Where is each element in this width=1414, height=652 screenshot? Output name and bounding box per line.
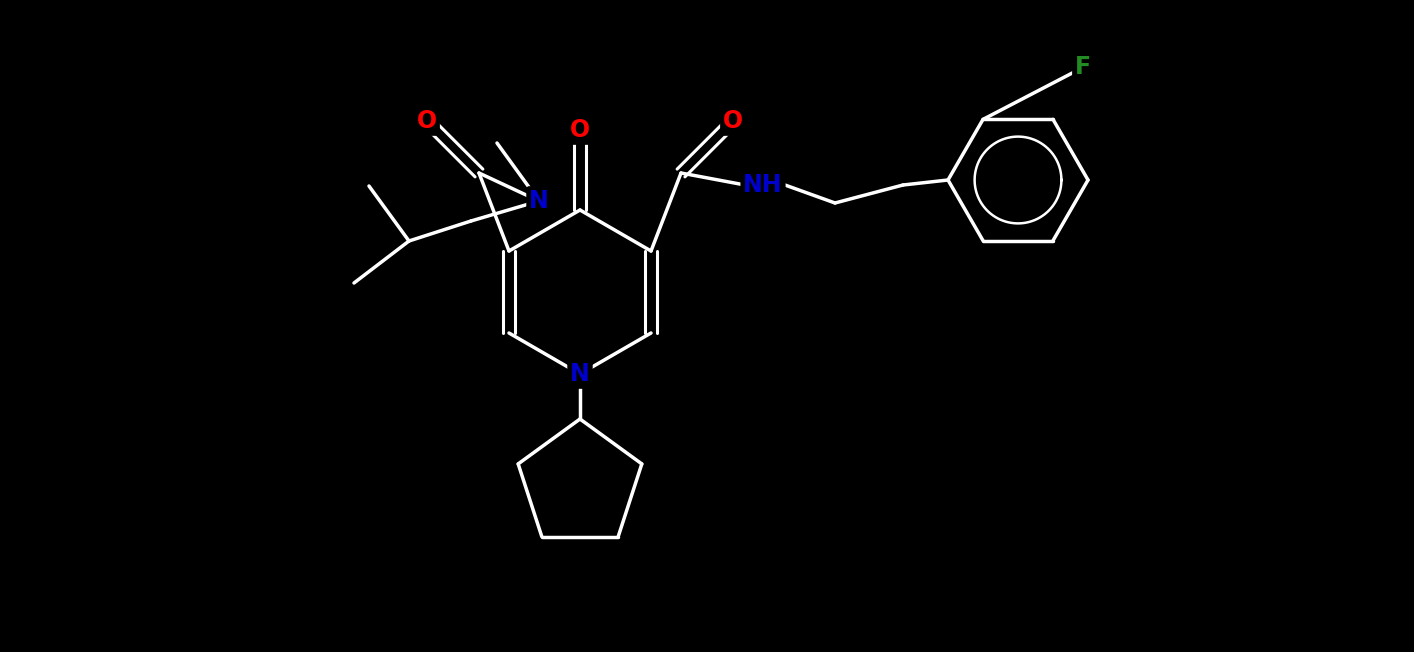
Text: O: O — [723, 109, 744, 133]
Text: NH: NH — [744, 173, 783, 197]
Text: O: O — [570, 118, 590, 142]
Text: O: O — [417, 109, 437, 133]
Text: N: N — [529, 189, 549, 213]
Text: F: F — [1075, 55, 1092, 80]
Text: N: N — [570, 362, 590, 386]
